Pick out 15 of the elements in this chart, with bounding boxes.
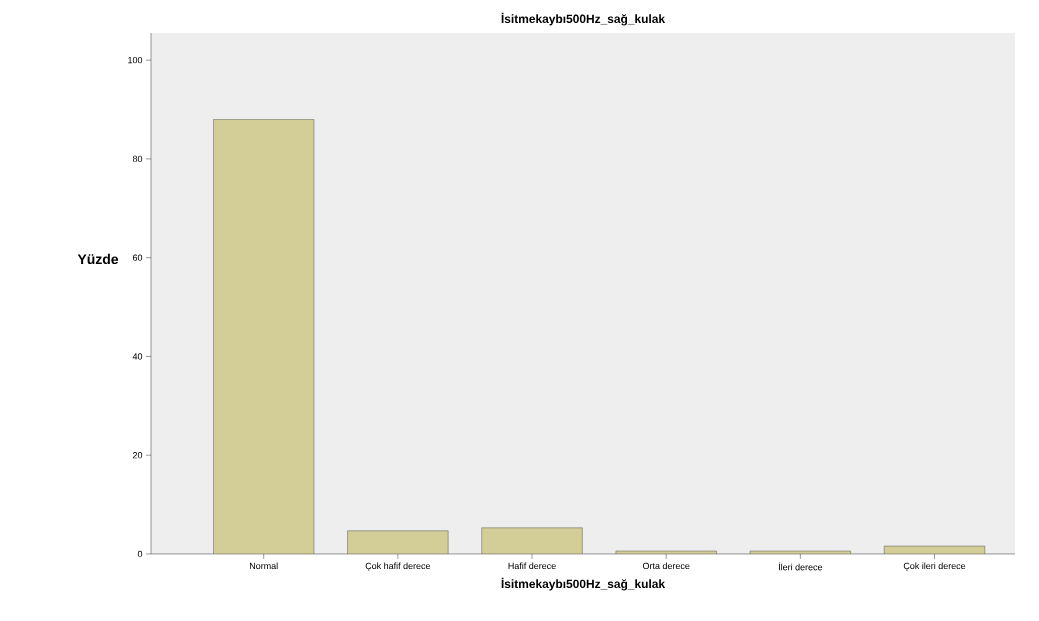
y-axis-title: Yüzde <box>77 253 119 265</box>
x-tick-label: İleri derece <box>779 562 823 571</box>
y-tick-label: 40 <box>132 353 143 360</box>
chart-title: İsitmekaybı500Hz_sağ_kulak <box>501 12 666 26</box>
x-tick-label: Çok hafif derece <box>365 562 431 571</box>
x-tick-label: Çok ileri derece <box>903 562 966 571</box>
y-tick-label: 100 <box>128 56 143 64</box>
y-tick-label: 60 <box>132 254 143 261</box>
y-tick-label: 20 <box>132 452 143 459</box>
y-tick-label: 80 <box>132 155 143 163</box>
x-tick-label: Normal <box>249 562 278 570</box>
x-axis-title: İsitmekaybı500Hz_sağ_kulak <box>501 577 666 591</box>
y-tick-label: 0 <box>137 550 143 558</box>
x-tick-label: Hafif derece <box>508 562 556 570</box>
x-tick-label: Orta derece <box>642 562 690 570</box>
